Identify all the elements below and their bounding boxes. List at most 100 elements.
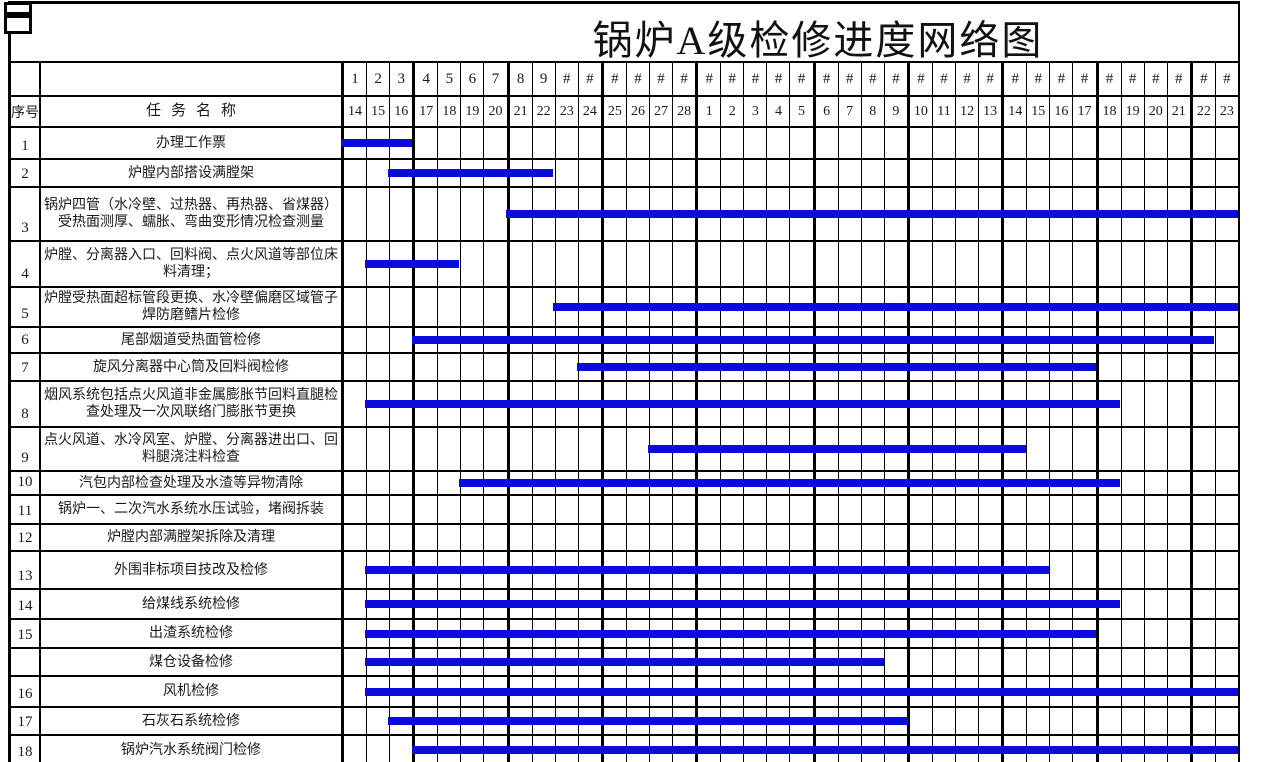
seq-header-cell: 7 [483, 63, 506, 95]
seq-header-cell: # [766, 63, 789, 95]
day-cell [672, 242, 695, 286]
seq-header-cell: # [1026, 63, 1049, 95]
seq-header-cell: # [649, 63, 672, 95]
day-cell [600, 496, 626, 523]
day-cell [1214, 620, 1238, 647]
day-grid [341, 382, 1238, 426]
day-grid [341, 736, 1238, 762]
day-cell [531, 288, 555, 326]
day-cell [1143, 590, 1167, 618]
day-cell [341, 496, 366, 523]
day-cell [1095, 160, 1121, 186]
day-cell [366, 525, 389, 550]
day-cell [720, 496, 743, 523]
task-name: 锅炉四管（水冷壁、过热器、再热器、省煤器）受热面测厚、蠕胀、弯曲变形情况检查测量 [44, 198, 338, 230]
day-cell [955, 708, 978, 734]
day-cell [837, 496, 861, 523]
day-cell [625, 428, 649, 470]
seq-header-cell: # [1049, 63, 1072, 95]
day-cell [1143, 496, 1167, 523]
day-cell [1214, 590, 1238, 618]
seq-header-cell: 2 [366, 63, 389, 95]
corner-cell [41, 63, 341, 95]
day-cell [766, 128, 789, 158]
day-cell [1120, 590, 1144, 618]
day-cell [1189, 382, 1215, 426]
day-cell [506, 128, 532, 158]
day-cell [883, 160, 907, 186]
seq-header-cell: # [837, 63, 861, 95]
day-cell [483, 354, 506, 380]
seq-header-cell: # [812, 63, 838, 95]
day-cell [1120, 620, 1144, 647]
day-cell [906, 160, 932, 186]
day-cell [437, 128, 460, 158]
gantt-bar [577, 363, 1097, 371]
day-cell [506, 242, 532, 286]
gantt-bar [388, 169, 554, 177]
date-header-cell: 10 [906, 97, 932, 126]
title-band [11, 4, 1238, 63]
task-row: 11 锅炉一、二次汽水系统水压试验，堵阀拆装 [11, 496, 1238, 525]
day-cell [1095, 496, 1121, 523]
day-cell [1214, 496, 1238, 523]
date-header-cell: 15 [1026, 97, 1049, 126]
day-cell [460, 428, 483, 470]
day-cell [695, 496, 720, 523]
day-cell [366, 472, 389, 494]
day-cell [1143, 649, 1167, 675]
day-cell [1095, 354, 1121, 380]
day-cell [437, 496, 460, 523]
day-cell [672, 525, 695, 550]
task-row: 15 出渣系统检修 [11, 620, 1238, 649]
day-cell [812, 496, 838, 523]
day-cell [1120, 525, 1144, 550]
seq-header-cell: # [1072, 63, 1095, 95]
task-row: 17 石灰石系统检修 [11, 708, 1238, 736]
day-cell [366, 428, 389, 470]
day-cell [1143, 242, 1167, 286]
seq-header-cell: # [955, 63, 978, 95]
day-cell [906, 525, 932, 550]
day-cell [649, 128, 672, 158]
day-cell [1026, 128, 1049, 158]
day-cell [860, 160, 884, 186]
day-cell [1189, 354, 1215, 380]
day-cell [1166, 525, 1190, 550]
date-header-cell: 18 [1095, 97, 1121, 126]
gantt-bar [364, 260, 459, 268]
day-cell [389, 328, 412, 352]
task-name: 石灰石系统检修 [142, 713, 240, 729]
task-row: 9 点火风道、水冷风室、炉膛、分离器进出口、回料腿浇注料检查 [11, 428, 1238, 472]
day-cell [1166, 128, 1190, 158]
task-row: 煤仓设备检修 [11, 649, 1238, 677]
seq-header-cell: # [931, 63, 955, 95]
task-number: 13 [11, 552, 41, 588]
day-cell [531, 242, 555, 286]
date-header-cell: 11 [931, 97, 955, 126]
seq-header-cell: # [600, 63, 626, 95]
day-cell [554, 242, 578, 286]
gantt-rows: 1 2 3 4 5 6 7 8 9 # # # # # # # # # # # # # # # # # # # # # # # # # # # # # 序号… [11, 63, 1238, 762]
seq-header-cell: # [789, 63, 812, 95]
gantt-bar [364, 629, 1097, 638]
day-cell [389, 525, 412, 550]
day-cell [789, 160, 812, 186]
day-cell [1072, 525, 1095, 550]
day-cell [341, 525, 366, 550]
day-cell [1143, 620, 1167, 647]
day-cell [860, 496, 884, 523]
day-cell [625, 242, 649, 286]
day-cell [1214, 428, 1238, 470]
gantt-bar [364, 566, 1050, 574]
day-cell [341, 188, 366, 240]
day-cell [389, 736, 412, 762]
gantt-bar [647, 445, 1026, 453]
day-cell [978, 496, 1001, 523]
day-cell [743, 242, 766, 286]
day-cell [766, 525, 789, 550]
seq-header-cell: # [720, 63, 743, 95]
day-grid [341, 525, 1238, 550]
task-name: 炉膛受热面超标管段更换、水冷壁偏磨区域管子焊防磨鳍片检修 [44, 291, 338, 323]
day-cell [412, 496, 437, 523]
